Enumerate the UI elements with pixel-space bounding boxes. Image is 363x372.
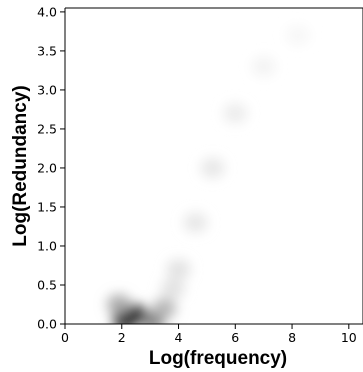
y-tick-label: 4.0 — [37, 4, 57, 19]
x-tick-label: 6 — [231, 330, 239, 345]
density-blob — [166, 259, 191, 280]
density-blob — [106, 294, 131, 315]
x-tick-label: 0 — [61, 330, 69, 345]
density-blob — [152, 298, 177, 319]
x-tick-label: 10 — [341, 330, 357, 345]
x-tick-label: 8 — [288, 330, 296, 345]
y-tick-label: 2.0 — [37, 160, 57, 175]
y-tick-label: 0.0 — [37, 317, 57, 332]
y-tick-label: 0.5 — [37, 277, 57, 292]
x-axis-ticks: 0 2 4 6 8 10 — [61, 324, 357, 345]
y-tick-label: 1.0 — [37, 238, 57, 253]
density-blob — [285, 25, 310, 46]
density-blob — [251, 56, 276, 77]
y-axis-ticks: 0.0 0.5 1.0 1.5 2.0 2.5 3.0 3.5 4.0 — [37, 4, 65, 332]
y-axis-label: Log(Redundancy) — [10, 85, 31, 247]
density-layer — [106, 25, 310, 324]
plot-frame — [64, 7, 363, 325]
x-tick-label: 2 — [118, 330, 126, 345]
density-blob — [200, 157, 225, 178]
y-tick-label: 3.5 — [37, 43, 57, 58]
x-tick-label: 4 — [175, 330, 183, 345]
y-tick-label: 1.5 — [37, 199, 57, 214]
x-axis-label: Log(frequency) — [149, 348, 287, 369]
density-blob — [160, 278, 185, 299]
density-blob — [183, 212, 208, 233]
density-blob — [223, 103, 248, 124]
y-tick-label: 2.5 — [37, 121, 57, 136]
y-tick-label: 3.0 — [37, 82, 57, 97]
